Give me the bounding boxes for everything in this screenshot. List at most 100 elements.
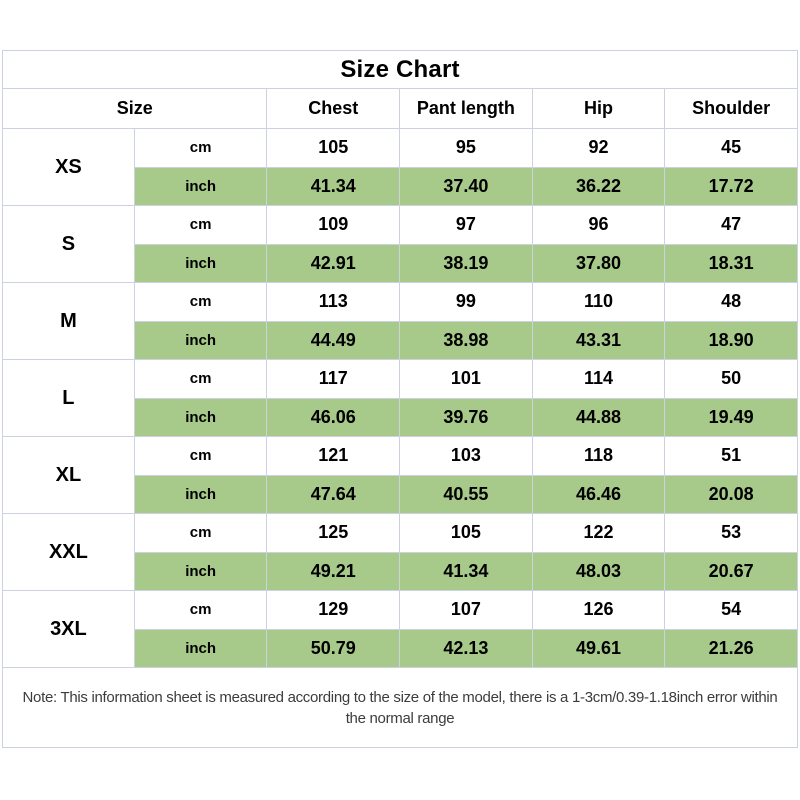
m-inch-value-1: 38.98: [399, 320, 533, 360]
xs-cm-value-2: 92: [531, 128, 666, 168]
m-cm-value-2: 110: [531, 282, 666, 322]
xl-cm-value-1: 103: [399, 436, 533, 476]
xl-inch-value-3: 20.08: [664, 474, 798, 514]
xxl-cm-value-0: 125: [266, 513, 401, 553]
xl-inch-value-2: 46.46: [531, 474, 666, 514]
header-row: Size Chest Pant length Hip Shoulder: [1, 88, 798, 129]
xxl-inch-value-0: 49.21: [266, 551, 401, 591]
3xl-cm-value-1: 107: [399, 590, 533, 630]
s-inch-value-2: 37.80: [531, 243, 666, 283]
xxl-inch-value-3: 20.67: [664, 551, 798, 591]
size-label-s: S: [2, 205, 135, 283]
l-inch-value-3: 19.49: [664, 397, 798, 437]
col-header-size: Size: [1, 88, 268, 129]
unit-cm-l: cm: [133, 359, 268, 399]
row-xl-inch: inch 47.64 40.55 46.46 20.08: [3, 474, 798, 514]
xl-cm-value-0: 121: [266, 436, 401, 476]
m-cm-value-1: 99: [399, 282, 533, 322]
xs-cm-value-1: 95: [399, 128, 533, 168]
unit-cm-m: cm: [133, 282, 268, 322]
m-inch-value-0: 44.49: [266, 320, 401, 360]
s-cm-value-0: 109: [266, 205, 401, 245]
xs-inch-value-2: 36.22: [531, 166, 666, 206]
note-line-2: the normal range: [345, 709, 455, 727]
xxl-cm-value-1: 105: [399, 513, 533, 553]
unit-cm-xxl: cm: [133, 513, 268, 553]
l-cm-value-1: 101: [399, 359, 533, 399]
size-label-xs: XS: [2, 128, 135, 206]
m-inch-value-3: 18.90: [664, 320, 798, 360]
s-cm-value-2: 96: [531, 205, 666, 245]
unit-inch-xs: inch: [133, 166, 268, 206]
size-label-xl: XL: [2, 436, 135, 514]
3xl-inch-value-1: 42.13: [399, 628, 533, 668]
xs-inch-value-0: 41.34: [266, 166, 401, 206]
xxl-inch-value-1: 41.34: [399, 551, 533, 591]
s-inch-value-0: 42.91: [266, 243, 401, 283]
unit-cm-3xl: cm: [133, 590, 268, 630]
col-header-pant-length: Pant length: [399, 88, 533, 129]
row-s-inch: inch 42.91 38.19 37.80 18.31: [3, 243, 798, 283]
s-cm-value-1: 97: [399, 205, 533, 245]
l-cm-value-3: 50: [664, 359, 798, 399]
row-3xl-inch: inch 50.79 42.13 49.61 21.26: [3, 628, 798, 668]
note-text: Note: This information sheet is measured…: [2, 667, 798, 748]
row-xs-cm: XS cm 105 95 92 45: [2, 128, 798, 206]
l-inch-value-0: 46.06: [266, 397, 401, 437]
unit-cm-xs: cm: [133, 128, 268, 168]
xs-inch-value-3: 17.72: [664, 166, 798, 206]
xs-cm-value-0: 105: [266, 128, 401, 168]
3xl-cm-value-0: 129: [266, 590, 401, 630]
s-inch-value-3: 18.31: [664, 243, 798, 283]
note-line-1: Note: This information sheet is measured…: [22, 688, 778, 706]
l-inch-value-1: 39.76: [399, 397, 533, 437]
size-label-l: L: [2, 359, 135, 437]
size-label-m: M: [2, 282, 135, 360]
unit-inch-s: inch: [133, 243, 268, 283]
unit-cm-xl: cm: [133, 436, 268, 476]
l-inch-value-2: 44.88: [531, 397, 666, 437]
col-header-shoulder: Shoulder: [664, 88, 798, 129]
xl-cm-value-3: 51: [664, 436, 798, 476]
xxl-cm-value-3: 53: [664, 513, 798, 553]
xs-cm-value-3: 45: [664, 128, 798, 168]
3xl-cm-value-3: 54: [664, 590, 798, 630]
col-header-chest: Chest: [266, 88, 401, 129]
unit-inch-xl: inch: [133, 474, 268, 514]
s-inch-value-1: 38.19: [399, 243, 533, 283]
m-inch-value-2: 43.31: [531, 320, 666, 360]
3xl-cm-value-2: 126: [531, 590, 666, 630]
3xl-inch-value-0: 50.79: [266, 628, 401, 668]
note-row: Note: This information sheet is measured…: [2, 667, 798, 748]
unit-inch-m: inch: [133, 320, 268, 360]
m-cm-value-3: 48: [664, 282, 798, 322]
xl-cm-value-2: 118: [531, 436, 666, 476]
unit-inch-l: inch: [133, 397, 268, 437]
unit-inch-xxl: inch: [133, 551, 268, 591]
l-cm-value-2: 114: [531, 359, 666, 399]
l-cm-value-0: 117: [266, 359, 401, 399]
row-xs-inch: inch 41.34 37.40 36.22 17.72: [3, 166, 798, 206]
row-3xl-cm: 3XL cm 129 107 126 54: [2, 590, 798, 668]
m-cm-value-0: 113: [266, 282, 401, 322]
unit-inch-3xl: inch: [133, 628, 268, 668]
3xl-inch-value-2: 49.61: [531, 628, 666, 668]
row-xxl-cm: XXL cm 125 105 122 53: [2, 513, 798, 591]
xs-inch-value-1: 37.40: [399, 166, 533, 206]
row-l-inch: inch 46.06 39.76 44.88 19.49: [3, 397, 798, 437]
xl-inch-value-1: 40.55: [399, 474, 533, 514]
size-chart-table: Size Chart Size Chest Pant length Hip Sh…: [1, 50, 798, 748]
unit-cm-s: cm: [133, 205, 268, 245]
row-xl-cm: XL cm 121 103 118 51: [2, 436, 798, 514]
row-xxl-inch: inch 49.21 41.34 48.03 20.67: [3, 551, 798, 591]
3xl-inch-value-3: 21.26: [664, 628, 798, 668]
col-header-hip: Hip: [531, 88, 666, 129]
size-label-xxl: XXL: [2, 513, 135, 591]
page-title: Size Chart: [2, 50, 798, 89]
title-row: Size Chart: [2, 50, 798, 89]
xxl-inch-value-2: 48.03: [531, 551, 666, 591]
row-m-inch: inch 44.49 38.98 43.31 18.90: [3, 320, 798, 360]
